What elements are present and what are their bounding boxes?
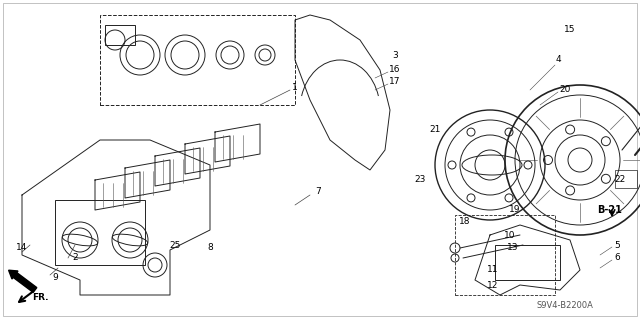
Text: 17: 17 (389, 78, 401, 86)
Text: 14: 14 (16, 243, 28, 253)
Text: 3: 3 (392, 50, 398, 60)
Text: 6: 6 (614, 254, 620, 263)
Text: 21: 21 (429, 125, 441, 135)
Bar (615, 170, 637, 188)
Text: 25: 25 (170, 241, 180, 249)
Text: 23: 23 (414, 175, 426, 184)
Bar (455, 215, 555, 295)
Text: 15: 15 (564, 26, 576, 34)
Text: 20: 20 (559, 85, 571, 94)
Bar (105, 25, 135, 45)
Text: 1: 1 (292, 84, 298, 93)
Text: 19: 19 (509, 205, 521, 214)
Text: 22: 22 (614, 175, 626, 184)
Text: 5: 5 (614, 241, 620, 249)
Text: B-21: B-21 (598, 205, 623, 215)
Bar (495, 245, 560, 280)
Text: 9: 9 (52, 273, 58, 283)
Text: 18: 18 (460, 218, 471, 226)
Text: 4: 4 (555, 56, 561, 64)
Bar (100, 15, 295, 105)
Text: 12: 12 (487, 280, 499, 290)
Bar (55, 200, 145, 265)
Text: 7: 7 (315, 188, 321, 197)
Text: 13: 13 (508, 243, 519, 253)
Text: 10: 10 (504, 231, 516, 240)
Text: 2: 2 (72, 254, 78, 263)
Text: 16: 16 (389, 65, 401, 75)
Text: 11: 11 (487, 265, 499, 275)
FancyArrow shape (8, 270, 36, 293)
Text: 8: 8 (207, 243, 213, 253)
Text: S9V4-B2200A: S9V4-B2200A (536, 300, 593, 309)
Text: FR.: FR. (32, 293, 48, 302)
